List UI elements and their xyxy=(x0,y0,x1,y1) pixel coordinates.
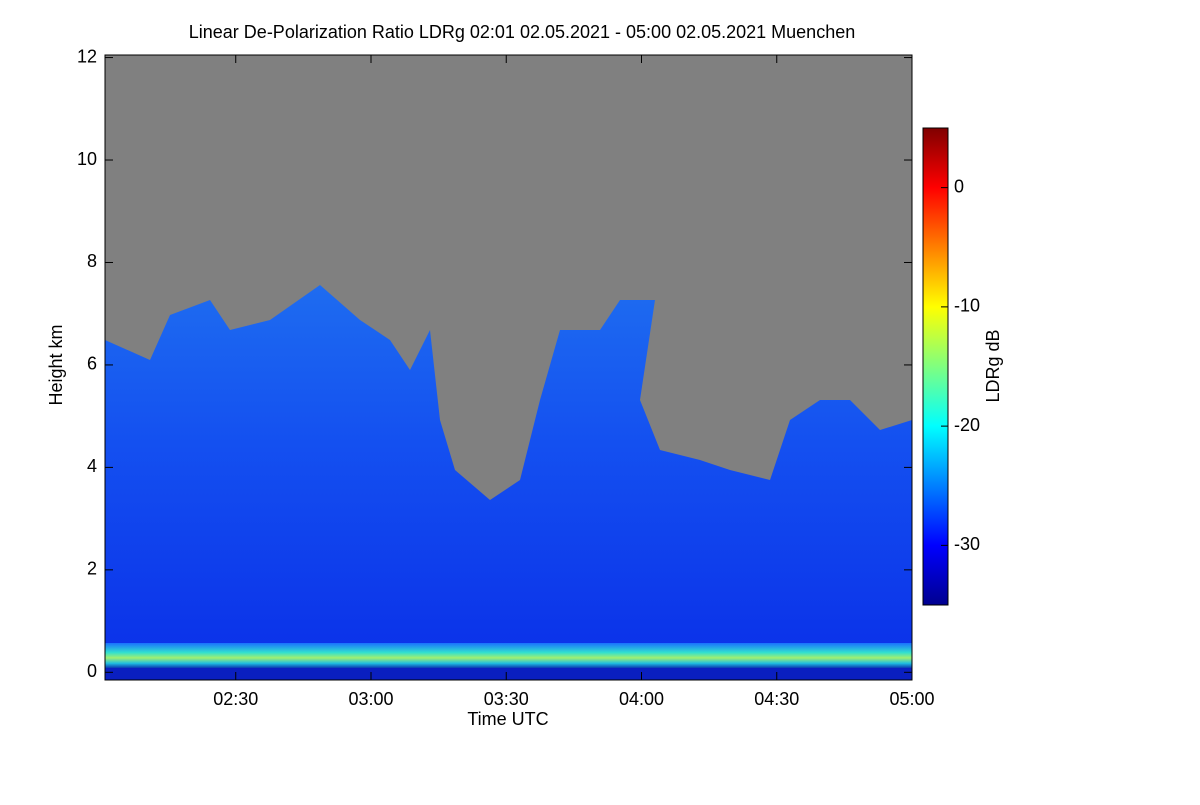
x-axis-label: Time UTC xyxy=(467,709,548,729)
x-tick-label: 05:00 xyxy=(889,689,934,709)
chart-title: Linear De-Polarization Ratio LDRg 02:01 … xyxy=(189,22,855,42)
y-tick-label: 10 xyxy=(77,149,97,169)
near-ground-area xyxy=(105,668,912,680)
y-tick-label: 2 xyxy=(87,559,97,579)
colorbar-tick-label: -10 xyxy=(954,296,980,316)
signal-area xyxy=(105,285,912,680)
colorbar-tick-label: -20 xyxy=(954,415,980,435)
y-tick-label: 4 xyxy=(87,456,97,476)
colorbar-label: LDRg dB xyxy=(983,329,1003,402)
colorbar-tick-label: 0 xyxy=(954,176,964,196)
x-tick-label: 03:30 xyxy=(484,689,529,709)
y-tick-label: 0 xyxy=(87,661,97,681)
x-tick-label: 03:00 xyxy=(348,689,393,709)
x-tick-label: 04:30 xyxy=(754,689,799,709)
colorbar xyxy=(922,127,949,606)
plot-frame xyxy=(104,54,913,681)
boundary-layer-band xyxy=(105,643,912,670)
x-tick-label: 02:30 xyxy=(213,689,258,709)
colorbar-tick-label: -30 xyxy=(954,534,980,554)
y-tick-label: 12 xyxy=(77,46,97,66)
y-axis-label: Height km xyxy=(46,324,66,405)
y-tick-label: 8 xyxy=(87,251,97,271)
x-tick-label: 04:00 xyxy=(619,689,664,709)
y-tick-label: 6 xyxy=(87,354,97,374)
heatmap-field xyxy=(105,55,912,680)
